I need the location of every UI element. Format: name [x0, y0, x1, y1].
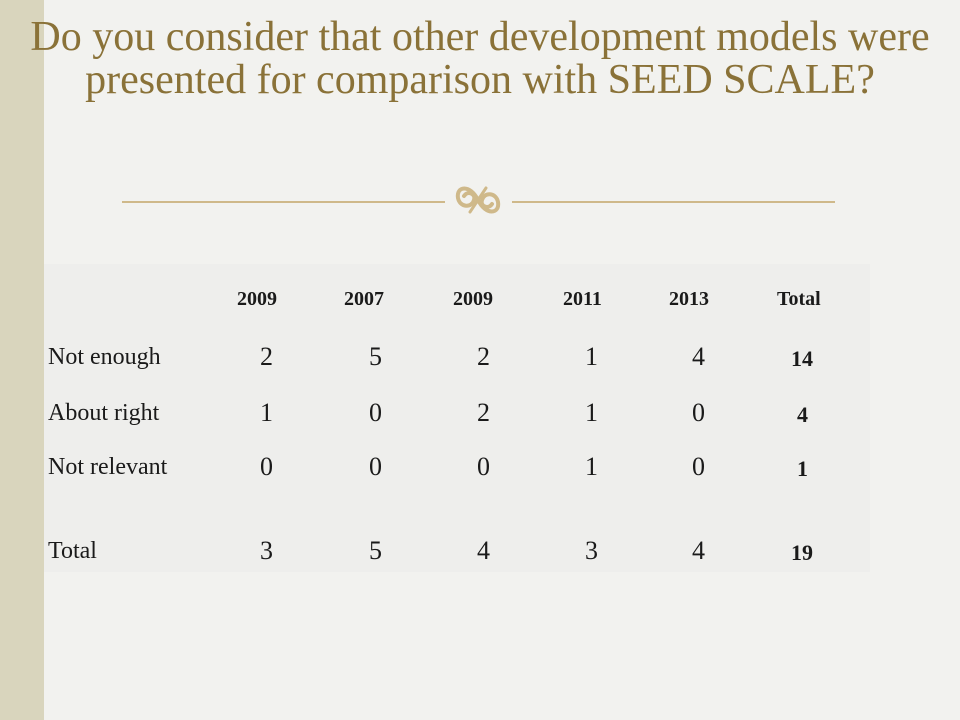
row-label-not-relevant: Not relevant: [48, 454, 168, 480]
table-cell: 5: [369, 536, 382, 565]
table-cell: 3: [585, 536, 598, 565]
table-cell: 1: [585, 342, 598, 371]
column-header-2013: 2013: [669, 288, 709, 310]
column-header-2007: 2007: [344, 288, 384, 310]
divider-left: [122, 201, 445, 203]
column-header-total: Total: [777, 288, 821, 310]
divider-right: [512, 201, 835, 203]
table-cell: 3: [260, 536, 273, 565]
table-cell: 2: [477, 342, 490, 371]
table-cell: 1: [585, 398, 598, 427]
table-cell: 4: [477, 536, 490, 565]
table-cell: 1: [585, 452, 598, 481]
table-cell: 2: [260, 342, 273, 371]
table-cell: 0: [477, 452, 490, 481]
table-cell: 5: [369, 342, 382, 371]
row-label-about-right: About right: [48, 400, 160, 426]
table-cell: 0: [692, 452, 705, 481]
column-header-2011: 2011: [563, 288, 602, 310]
table-cell: 0: [369, 398, 382, 427]
table-cell: 0: [260, 452, 273, 481]
slide-title: Do you consider that other development m…: [30, 14, 930, 103]
row-label-total: Total: [48, 538, 97, 564]
table-cell: 0: [692, 398, 705, 427]
row-total-cell: 4: [797, 402, 808, 427]
row-label-not-enough: Not enough: [48, 344, 161, 370]
table-cell: 4: [692, 342, 705, 371]
row-total-cell: 1: [797, 456, 808, 481]
column-header-2009: 2009: [237, 288, 277, 310]
column-header-2009b: 2009: [453, 288, 493, 310]
table-cell: 2: [477, 398, 490, 427]
grand-total-cell: 19: [791, 540, 813, 565]
table-cell: 4: [692, 536, 705, 565]
row-total-cell: 14: [791, 346, 813, 371]
decorative-flourish-icon: [455, 186, 501, 214]
table-cell: 0: [369, 452, 382, 481]
data-table: 2009 2007 2009 2011 2013 Total Not enoug…: [44, 264, 870, 572]
table-cell: 1: [260, 398, 273, 427]
